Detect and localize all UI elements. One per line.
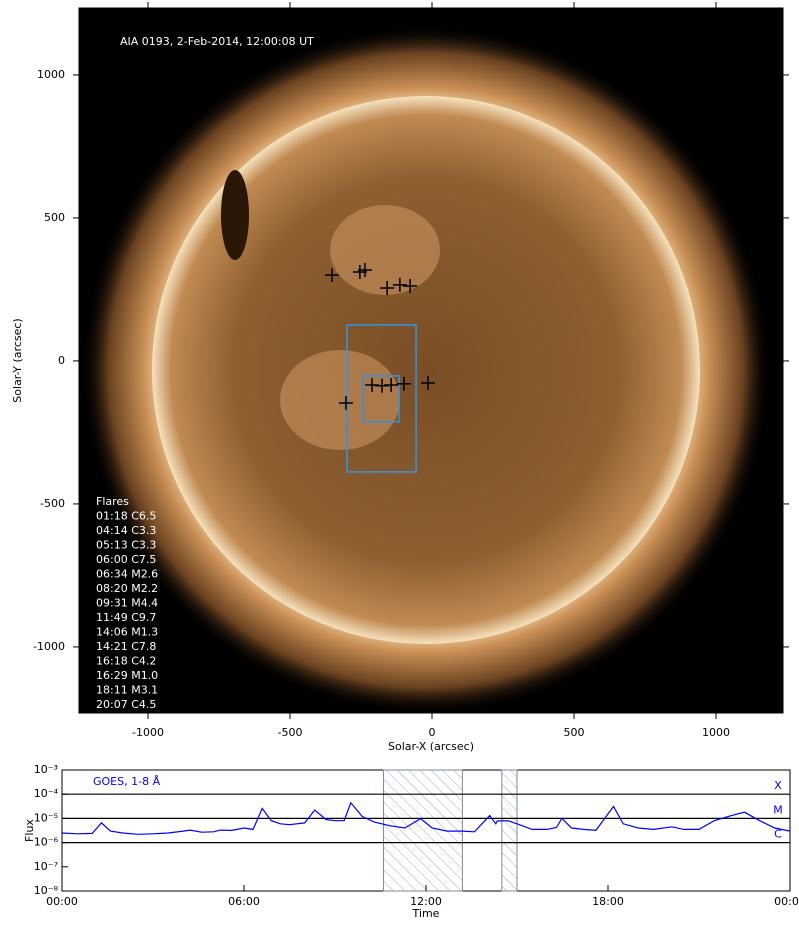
y-tick-label: -500 [40, 497, 65, 510]
y-tick-label: -1000 [33, 640, 65, 653]
annotation: AIA 0193, 2-Feb-2014, 12:00:08 UT [120, 35, 314, 48]
y-axis-label: Solar-Y (arcsec) [11, 318, 24, 402]
y-tick-label: 10⁻⁴ [34, 787, 59, 800]
x-tick-label: -1000 [132, 726, 164, 739]
region-box [362, 375, 400, 423]
level-label: X [774, 779, 782, 792]
flare-entry: 01:18 C6.5 [96, 510, 156, 523]
flare-marker [375, 378, 390, 393]
region-box [346, 324, 417, 473]
x-tick-label: 0 [428, 726, 435, 739]
coronal-hole [221, 170, 249, 260]
x-tick-label: 06:00 [228, 895, 260, 908]
flare-entry: 22:04 M1.3 [96, 713, 158, 726]
active-region [280, 350, 400, 450]
flare-marker [325, 268, 340, 283]
flare-entry: 11:49 C9.7 [96, 611, 156, 624]
y-tick-label: 10⁻⁵ [34, 811, 58, 824]
flare-marker [396, 376, 411, 391]
flare-entry: 09:31 M4.4 [96, 597, 158, 610]
x-tick-label: 500 [563, 726, 584, 739]
overlay: AIA 0193, 2-Feb-2014, 12:00:08 UT Flares 0… [96, 35, 436, 726]
x-axis-label: Solar-X (arcsec) [388, 740, 474, 753]
flare-entry: 08:20 M2.2 [96, 582, 158, 595]
y-tick-label: 0 [58, 354, 65, 367]
flare-entry: 06:00 C7.5 [96, 553, 156, 566]
flare-marker [365, 377, 380, 392]
y-tick-label: 10⁻⁷ [34, 860, 58, 873]
flare-entry: 05:13 C3.3 [96, 539, 156, 552]
x-tick-label: -500 [278, 726, 303, 739]
flares-title: Flares [96, 495, 129, 508]
flare-entry: 14:06 M1.3 [96, 626, 158, 639]
excluded-interval [501, 769, 518, 892]
y-axis-label: Flux [23, 819, 36, 842]
flux-line [61, 801, 791, 835]
flare-marker [403, 278, 418, 293]
solar-disk [152, 96, 700, 644]
solar-image: AIA 0193, 2-Feb-2014, 12:00:08 UT Flares 0… [79, 8, 783, 726]
x-tick-label: 00:00 [774, 895, 799, 908]
flare-marker [421, 375, 436, 390]
flare-marker [338, 395, 353, 410]
level-label: C [774, 828, 782, 841]
flare-entry: 18:11 M3.1 [96, 684, 158, 697]
x-tick-label: 18:00 [592, 895, 624, 908]
flare-entry: 16:18 C4.2 [96, 655, 156, 668]
flare-marker [392, 277, 407, 292]
level-label: M [773, 803, 783, 816]
x-tick-label: 12:00 [410, 895, 442, 908]
flare-entry: 20:07 C4.5 [96, 698, 156, 711]
legend-entry: GOES, 1-8 Å [93, 775, 161, 788]
flare-entry: 06:34 M2.6 [96, 568, 158, 581]
flare-marker [357, 262, 372, 277]
x-axis-label: Time [412, 907, 440, 920]
y-tick-label: 10⁻⁸ [34, 884, 59, 897]
x-tick-label: 00:00 [46, 895, 78, 908]
flare-marker [384, 377, 399, 392]
flare-entry: 04:14 C3.3 [96, 524, 156, 537]
active-region [330, 205, 440, 295]
flare-entry: 16:29 M1.0 [96, 669, 158, 682]
x-tick-label: 1000 [702, 726, 730, 739]
y-tick-label: 10⁻⁶ [34, 836, 59, 849]
flare-entry: 14:21 C7.8 [96, 640, 156, 653]
y-tick-label: 500 [44, 211, 65, 224]
y-tick-label: 10⁻³ [34, 763, 58, 776]
y-tick-label: 1000 [37, 68, 65, 81]
flare-marker [380, 280, 395, 295]
